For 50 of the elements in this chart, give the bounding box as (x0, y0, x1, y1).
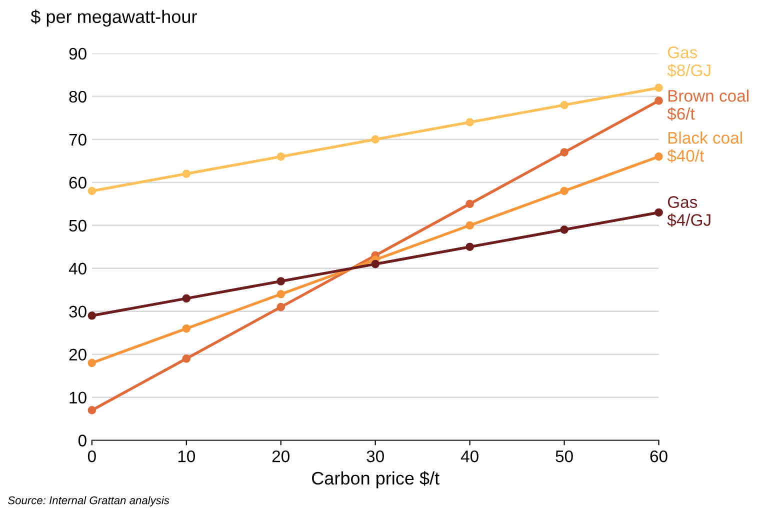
point (276, 152, 286, 161)
point (182, 324, 191, 333)
x-tick-label: 0 (88, 450, 96, 462)
point (182, 354, 191, 363)
point (654, 96, 663, 105)
point (88, 311, 96, 320)
y-tick-label: 60 (69, 176, 86, 189)
point (88, 186, 96, 196)
y-tick-label: 90 (69, 48, 86, 60)
point (182, 170, 191, 178)
x-tick-label: 30 (366, 450, 384, 462)
y-tick-label: 20 (69, 348, 86, 361)
source-note: Source: Internal Grattan analysis (8, 496, 170, 506)
point (654, 152, 663, 161)
point (276, 277, 286, 286)
y-tick-label: 50 (69, 220, 86, 232)
y-tick-label: 80 (69, 90, 86, 103)
series-label: Gas $8/GJ (667, 46, 710, 78)
point (560, 100, 568, 110)
x-tick-label: 40 (460, 450, 478, 462)
y-tick-label: 0 (78, 434, 86, 446)
series-label: Gas $4/GJ (667, 196, 710, 227)
point (560, 226, 568, 234)
point (466, 118, 474, 126)
x-tick-label: 50 (556, 450, 573, 462)
x-tick-label: 10 (178, 450, 196, 462)
point (182, 294, 191, 303)
point (466, 221, 474, 230)
point (466, 242, 474, 252)
point (560, 148, 568, 156)
x-tick-label: 60 (650, 450, 668, 462)
point (654, 208, 663, 217)
point (466, 200, 474, 208)
x-tick-label: 20 (272, 450, 290, 462)
x-axis-title: Carbon price $/t (312, 471, 440, 488)
y-tick-label: 40 (68, 262, 86, 275)
y-axis-title: $ per megawatt-hour (30, 10, 197, 27)
point (371, 135, 380, 144)
point (371, 260, 380, 268)
point (88, 358, 96, 368)
point (654, 84, 663, 92)
y-tick-label: 10 (70, 392, 86, 404)
y-tick-label: 70 (69, 134, 86, 146)
point (276, 290, 286, 298)
series-label: Brown coal $6/t (667, 90, 748, 121)
y-tick-label: 30 (69, 306, 86, 318)
series-label: Black coal $40/t (667, 132, 742, 163)
point (560, 186, 568, 196)
point (276, 302, 286, 312)
point (88, 406, 96, 414)
